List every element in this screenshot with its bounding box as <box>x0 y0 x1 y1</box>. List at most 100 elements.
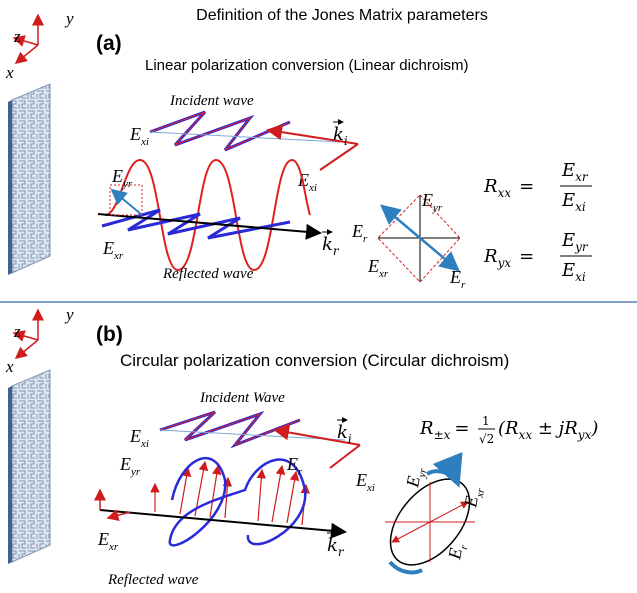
metasurface <box>12 370 50 562</box>
text: i <box>344 134 348 148</box>
panel-b: y z x (b) Circular polarization conversi… <box>5 305 598 588</box>
text: xr <box>108 541 119 553</box>
field-label: Er <box>351 221 368 245</box>
shape: Exr <box>561 160 589 184</box>
incident-label: Incident wave <box>169 93 254 109</box>
text: E <box>355 470 367 490</box>
field-label: kr <box>327 535 345 559</box>
shape: R±x= <box>419 418 469 442</box>
axis-label: y <box>64 305 74 324</box>
text: yr <box>130 466 141 478</box>
text: (R <box>498 418 519 439</box>
e-vector <box>320 144 358 170</box>
text: R <box>483 246 498 267</box>
text: r <box>333 244 340 258</box>
field-label: Exi <box>355 470 375 494</box>
panel-label: (a) <box>96 32 122 55</box>
field-label: Exi <box>129 124 149 148</box>
text: E <box>561 160 575 181</box>
text: i <box>348 432 352 446</box>
text: xi <box>575 270 586 284</box>
shape: Exi <box>561 260 586 284</box>
text: r <box>298 466 303 478</box>
shape <box>16 340 38 358</box>
text: r <box>458 544 471 551</box>
text: E <box>111 166 123 186</box>
shape <box>16 45 38 63</box>
panel-a: y z x (a) Linear polarization conversion… <box>5 9 592 291</box>
shape: Er <box>444 541 471 562</box>
e-vector <box>420 238 458 270</box>
text: xr <box>575 170 589 184</box>
shape: Rxx= <box>483 176 534 200</box>
field-label: Er <box>286 454 303 478</box>
text: E <box>129 124 141 144</box>
text: E <box>119 454 131 474</box>
field-label: kr <box>322 234 340 258</box>
reflected-label: Reflected wave <box>162 266 254 282</box>
text: yr <box>122 178 133 190</box>
field-label: Exi <box>129 426 149 450</box>
field-label: Er <box>449 267 466 291</box>
text: R <box>483 176 498 197</box>
field-label: Exr <box>367 256 389 280</box>
axis-label: y <box>64 9 74 28</box>
field-label: Eyr <box>421 190 443 214</box>
text: k <box>327 535 338 556</box>
text: E <box>97 529 109 549</box>
e-vector <box>330 445 360 468</box>
helix <box>170 458 306 545</box>
text: k <box>322 234 333 255</box>
text: xi <box>575 200 586 214</box>
text: yr <box>416 467 430 480</box>
text: r <box>461 279 466 291</box>
text: xr <box>113 250 124 262</box>
text: xi <box>308 182 317 194</box>
panel-label: (b) <box>96 323 123 346</box>
field-label: Exr <box>97 529 119 553</box>
reflected-label: Reflected wave <box>107 572 199 588</box>
axis-label: x <box>5 63 14 82</box>
axis-label: z <box>13 27 21 46</box>
propagation <box>100 510 345 532</box>
subtitle: Circular polarization conversion (Circul… <box>120 351 509 370</box>
text: ± jR <box>532 418 578 439</box>
text: xi <box>140 136 149 148</box>
page: {"title":"Definition of the Jones Matrix… <box>0 0 637 593</box>
text: = <box>519 176 534 197</box>
text: xi <box>366 482 375 494</box>
text: xr <box>474 487 488 500</box>
text: yr <box>574 240 589 254</box>
text: E <box>367 256 379 276</box>
text: E <box>561 190 575 211</box>
text: E <box>421 190 433 210</box>
field-label: Exr <box>102 238 124 262</box>
axis-label: z <box>13 322 21 341</box>
shape: Exr <box>460 485 487 511</box>
text: 1 <box>482 414 490 428</box>
text: k <box>337 422 348 443</box>
text: xi <box>140 438 149 450</box>
field-label: ki <box>333 124 348 148</box>
equation: Rxx= Exr Exi <box>483 160 592 214</box>
incident-wave-edge <box>160 412 300 445</box>
text: r <box>363 233 368 245</box>
metasurface <box>12 84 50 273</box>
shape <box>392 522 430 542</box>
shape <box>427 471 458 484</box>
axis-label: x <box>5 357 14 376</box>
e-vector <box>382 206 420 238</box>
text: E <box>351 221 363 241</box>
shape: Ryx= <box>483 246 534 270</box>
text: E <box>286 454 298 474</box>
text: yx <box>577 428 592 442</box>
text: k <box>333 124 344 145</box>
shape <box>258 470 262 521</box>
polarization-ellipse: Eyr Exr Er <box>375 464 488 579</box>
text: yr <box>432 202 443 214</box>
equation: Ryx= Eyr Exi <box>483 230 592 284</box>
e-vector <box>108 512 130 518</box>
shape <box>390 562 422 572</box>
field-label: Eyr <box>119 454 141 478</box>
text: yx <box>497 256 512 270</box>
